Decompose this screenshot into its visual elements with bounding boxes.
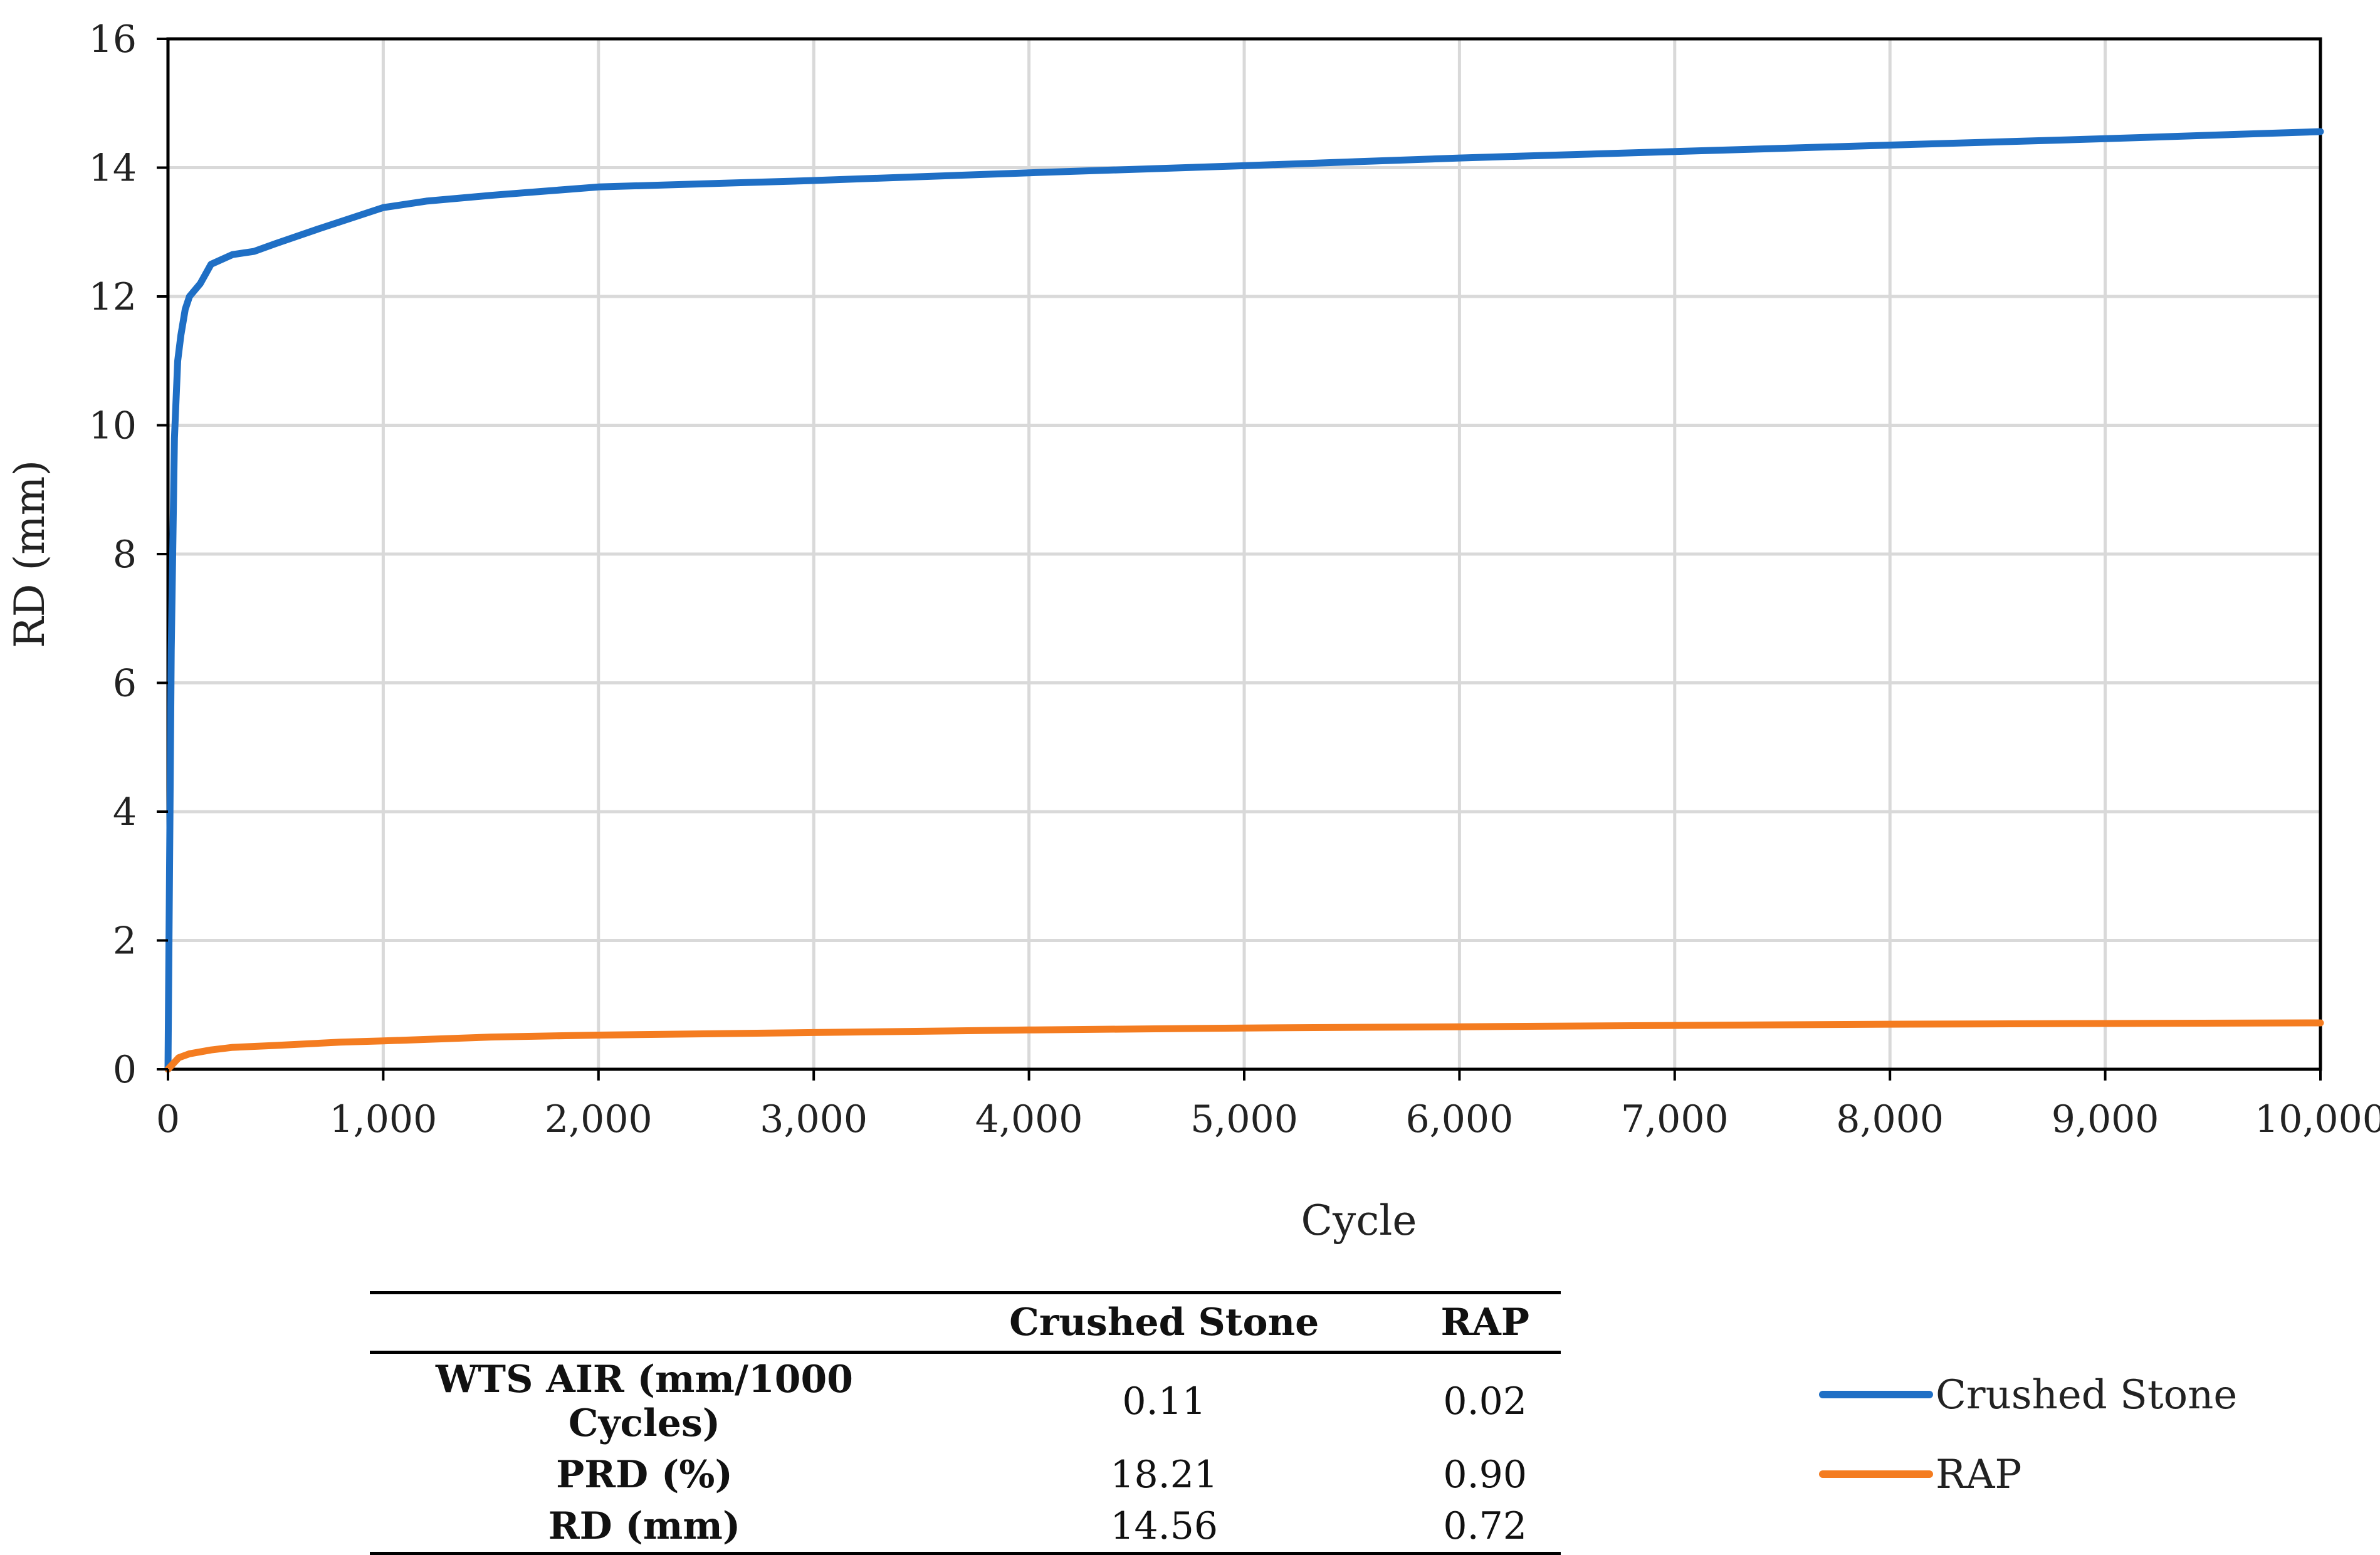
x-tick-label: 4,000: [975, 1097, 1083, 1141]
x-axis-title: Cycle: [1301, 1196, 1417, 1245]
y-tick-label: 14: [89, 147, 137, 191]
table-row: RD (mm) 14.56 0.72: [370, 1500, 1561, 1554]
cell-wts-air-rap: 0.02: [1443, 1380, 1527, 1423]
y-tick-label: 10: [89, 404, 137, 448]
x-tick-label: 6,000: [1406, 1097, 1514, 1141]
x-tick-label: 7,000: [1621, 1097, 1729, 1141]
series-line-rap: [164, 1019, 2324, 1073]
y-tick-label: 6: [113, 662, 137, 706]
summary-table: Crushed Stone RAP WTS AIR (mm/1000 Cycle…: [370, 1291, 1561, 1555]
x-tick-label: 10,000: [2255, 1097, 2380, 1141]
legend: Crushed Stone RAP: [1819, 1372, 2237, 1498]
cell-prd-rap: 0.90: [1443, 1453, 1527, 1497]
table-header-row: Crushed Stone RAP: [370, 1292, 1561, 1353]
x-tick-label: 3,000: [760, 1097, 868, 1141]
y-tick-label: 4: [113, 790, 137, 834]
x-tick-label: 8,000: [1836, 1097, 1944, 1141]
row-label-prd: PRD (%): [556, 1453, 733, 1497]
cell-prd-crushed-stone: 18.21: [1110, 1453, 1219, 1497]
y-tick-label: 8: [113, 533, 137, 577]
table-header-rap: RAP: [1440, 1301, 1529, 1344]
x-tick-label: 1,000: [330, 1097, 438, 1141]
y-tick-label: 0: [113, 1048, 137, 1092]
legend-label-rap: RAP: [1936, 1452, 2021, 1498]
series-lines: [164, 128, 2324, 1073]
row-label-wts-air: WTS AIR (mm/1000 Cycles): [436, 1358, 853, 1445]
table-row: WTS AIR (mm/1000 Cycles) 0.11 0.02: [370, 1353, 1561, 1450]
cell-rd-rap: 0.72: [1443, 1504, 1527, 1548]
x-tick-label: 5,000: [1190, 1097, 1298, 1141]
cell-rd-crushed-stone: 14.56: [1110, 1504, 1219, 1548]
x-tick-label: 2,000: [545, 1097, 653, 1141]
axis-tick-labels: 0 1,000 2,000 3,000 4,000 5,000 6,000 7,000 8,00…: [89, 18, 2380, 1141]
cell-wts-air-crushed-stone: 0.11: [1122, 1380, 1206, 1423]
row-label-rd: RD (mm): [548, 1504, 741, 1548]
table-header-crushed-stone: Crushed Stone: [1009, 1301, 1319, 1344]
legend-label-crushed-stone: Crushed Stone: [1936, 1372, 2237, 1418]
x-tick-label: 9,000: [2052, 1097, 2159, 1141]
y-tick-label: 12: [89, 275, 137, 319]
y-tick-label: 16: [89, 18, 137, 61]
x-tick-label: 0: [156, 1097, 180, 1141]
y-tick-label: 2: [113, 919, 137, 963]
y-axis-title: RD (mm): [6, 460, 54, 648]
series-line-crushed-stone: [164, 128, 2324, 1073]
table-row: PRD (%) 18.21 0.90: [370, 1449, 1561, 1500]
table-header-blank: [370, 1293, 919, 1353]
